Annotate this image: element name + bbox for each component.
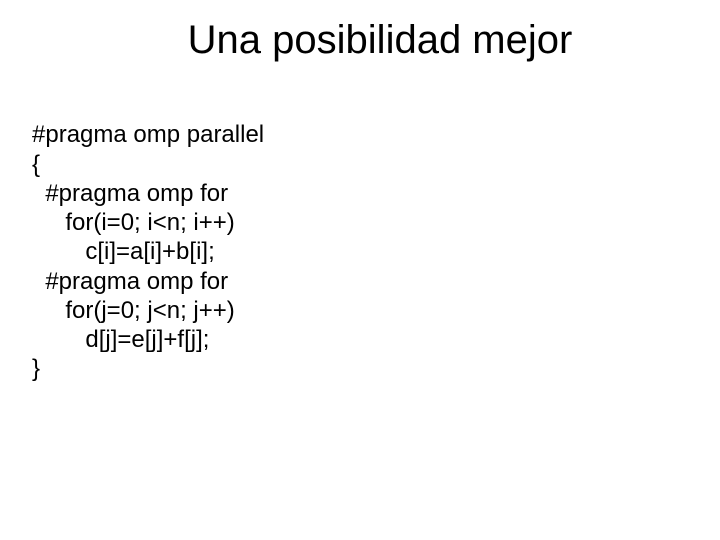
code-line: { (32, 151, 40, 178)
code-line: for(i=0; i<n; i++) (32, 209, 235, 236)
code-line: #pragma omp for (32, 268, 228, 295)
code-line: for(j=0; j<n; j++) (32, 297, 235, 324)
code-line: #pragma omp for (32, 180, 228, 207)
code-line: } (32, 355, 40, 382)
code-line: c[i]=a[i]+b[i]; (32, 238, 215, 265)
slide-container: Una posibilidad mejor #pragma omp parall… (0, 0, 720, 540)
code-block: #pragma omp parallel { #pragma omp for f… (32, 91, 688, 413)
code-line: #pragma omp parallel (32, 121, 264, 148)
code-line: d[j]=e[j]+f[j]; (32, 326, 209, 353)
slide-title: Una posibilidad mejor (72, 18, 688, 63)
